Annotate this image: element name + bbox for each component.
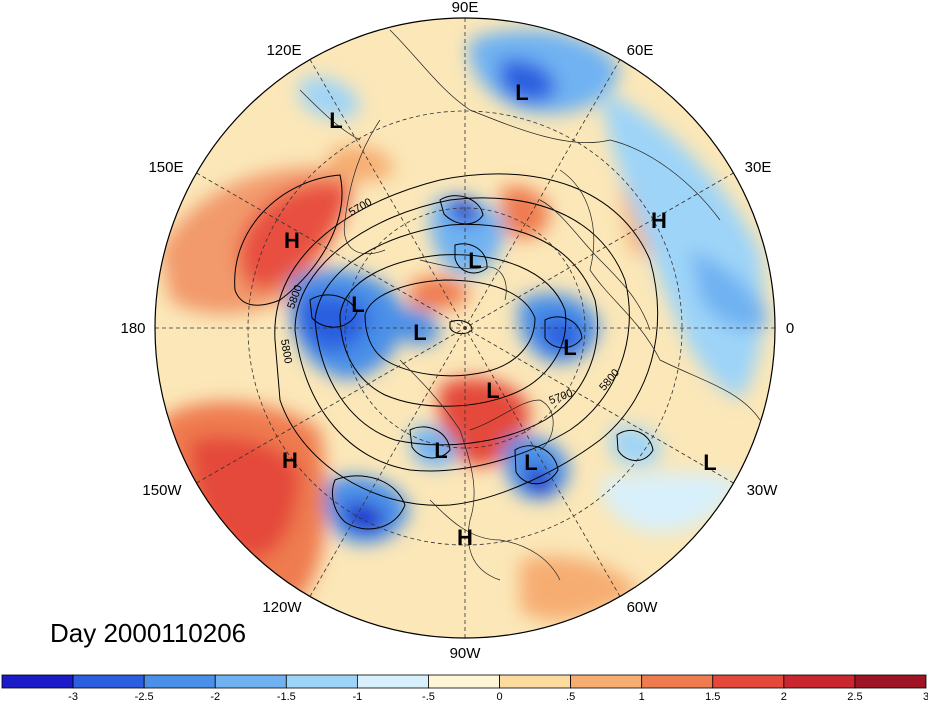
high-center: H [457,525,473,550]
colorbar-tick-label: 1.5 [705,691,720,702]
low-center: L [486,378,499,403]
high-center: H [282,448,298,473]
colorbar-swatch [641,674,714,689]
low-center: L [468,248,481,273]
colorbar-ticks: -3 -2.5 -2 -1.5 -1 -.5 0 .5 1 1.5 2 2.5 3 [68,691,928,702]
low-center: L [703,450,716,475]
colorbar-swatch [712,674,785,689]
colorbar-swatch [72,674,145,689]
lon-label-150w: 150W [142,482,182,499]
colorbar-swatch [428,674,500,689]
lon-label-150e: 150E [148,159,183,176]
lon-label-120e: 120E [266,42,301,59]
low-center: L [329,108,342,133]
colorbar-tick-label: 2 [781,691,787,702]
coastlines [299,29,761,581]
low-center: L [434,438,447,463]
low-center: L [413,320,426,345]
colorbar: -3 -2.5 -2 -1.5 -1 -.5 0 .5 1 1.5 2 2.5 3 [1,674,928,702]
colorbar-swatch [499,674,572,689]
colorbar-swatch [285,674,358,689]
lon-label-180: 180 [120,320,145,337]
colorbar-tick-label: 1 [639,691,645,702]
height-contours [234,173,659,530]
colorbar-swatch [854,674,927,689]
colorbar-swatch [356,674,429,689]
low-center: L [563,335,576,360]
colorbar-swatch [783,674,856,689]
longitude-labels: 90E 60E 30E 0 30W 60W 90W 120W 150W 180 … [120,0,794,662]
day-label: Day 2000110206 [50,618,247,648]
colorbar-swatch [570,674,643,689]
anomaly-field [155,18,775,638]
graticule [155,18,775,638]
colorbar-swatch [214,674,287,689]
colorbar-tick-label: -2 [210,691,220,702]
colorbar-tick-label: -1.5 [277,691,296,702]
lon-label-30e: 30E [745,159,772,176]
pressure-centers: L L L L L L L L L L L H H H H [282,80,717,550]
low-center: L [524,450,537,475]
low-center: L [515,80,528,105]
lon-label-60e: 60E [627,42,654,59]
colorbar-swatch [1,674,74,689]
colorbar-tick-label: -2.5 [135,691,154,702]
colorbar-tick-label: 2.5 [847,691,862,702]
colorbar-tick-label: .5 [566,691,575,702]
map-boundary [154,17,776,639]
low-center: L [351,292,364,317]
colorbar-boxes [1,674,927,689]
high-center: H [284,228,300,253]
lon-label-90w: 90W [450,645,482,662]
lon-label-120w: 120W [262,599,302,616]
high-center: H [651,208,667,233]
contour-label: 5800 [278,338,294,364]
lon-label-90e: 90E [452,0,479,16]
polar-map: 90E 60E 30E 0 30W 60W 90W 120W 150W 180 … [120,0,794,662]
lon-label-30w: 30W [747,482,779,499]
colorbar-swatch [143,674,216,689]
lon-label-0: 0 [786,320,794,337]
colorbar-tick-label: -.5 [422,691,435,702]
colorbar-tick-label: -1 [352,691,362,702]
colorbar-tick-label: 0 [496,691,502,702]
colorbar-tick-label: -3 [68,691,78,702]
lon-label-60w: 60W [627,599,659,616]
colorbar-tick-label: 3 [923,691,928,702]
